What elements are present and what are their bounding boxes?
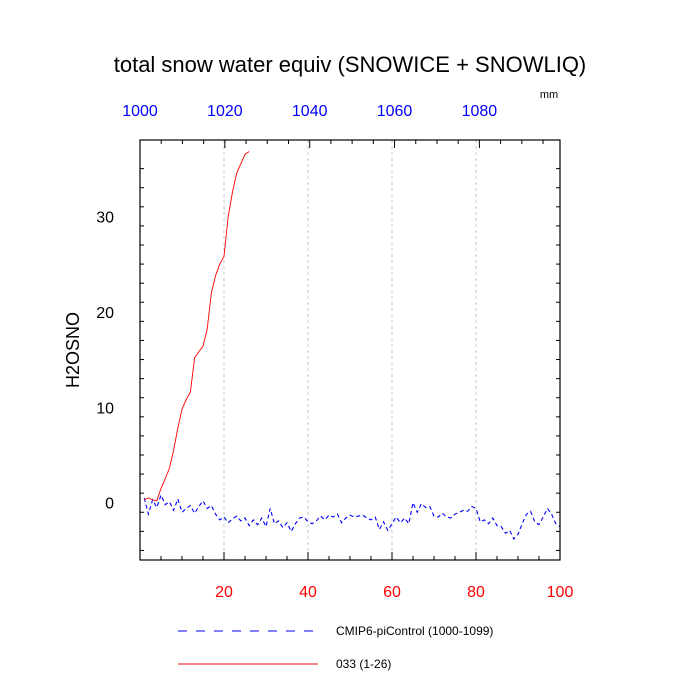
top-x-tick-label-1020: 1020 — [207, 103, 243, 120]
units-label: mm — [540, 89, 558, 101]
top-x-tick-label-1080: 1080 — [462, 103, 498, 120]
legend-label-1: 033 (1-26) — [336, 657, 391, 671]
legend-label-0: CMIP6-piControl (1000-1099) — [336, 624, 493, 638]
x-tick-label-60: 60 — [383, 584, 401, 601]
chart-title: total snow water equiv (SNOWICE + SNOWLI… — [114, 52, 587, 77]
series-lines — [143, 151, 561, 540]
y-tick-label-10: 10 — [96, 400, 114, 417]
grid-lines — [223, 140, 477, 560]
x-tick-label-80: 80 — [467, 584, 485, 601]
plot-frame — [139, 139, 561, 561]
legend: CMIP6-piControl (1000-1099) 033 (1-26) — [178, 624, 493, 671]
top-x-tick-label-1000: 1000 — [122, 103, 158, 120]
series-line-0 — [143, 493, 561, 540]
y-axis-label: H2OSNO — [63, 312, 83, 388]
y-tick-label-20: 20 — [96, 305, 114, 322]
x-tick-label-100: 100 — [547, 584, 574, 601]
series-line-1 — [144, 151, 250, 502]
top-x-tick-label-1040: 1040 — [292, 103, 328, 120]
y-tick-label-30: 30 — [96, 209, 114, 226]
axis-ticks — [140, 140, 560, 560]
y-tick-label-0: 0 — [105, 496, 114, 513]
x-tick-label-20: 20 — [215, 584, 233, 601]
x-tick-label-40: 40 — [299, 584, 317, 601]
top-x-tick-label-1060: 1060 — [377, 103, 413, 120]
